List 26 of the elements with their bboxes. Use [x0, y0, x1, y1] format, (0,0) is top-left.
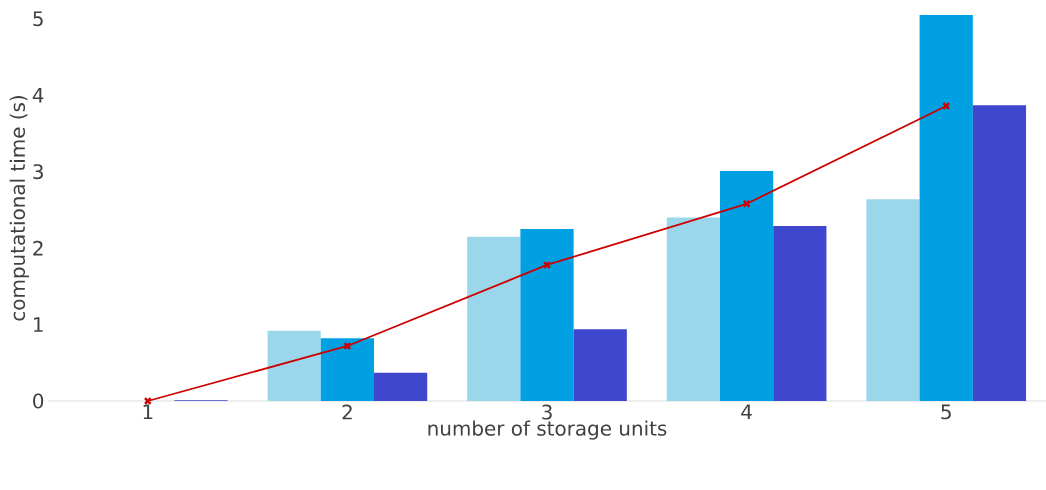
- bar: [972, 105, 1027, 401]
- bar: [267, 330, 321, 401]
- y-tick-label: 3: [33, 164, 43, 180]
- bar: [666, 217, 720, 401]
- x-tick-label: 2: [342, 404, 352, 420]
- x-tick-label: 5: [941, 404, 951, 420]
- bar: [573, 329, 627, 401]
- y-tick-label: 4: [32, 88, 44, 103]
- y-tick-label: 1: [33, 317, 43, 332]
- bar: [866, 199, 920, 401]
- x-tick-label: 1: [143, 404, 153, 420]
- x-axis-title: number of storage units: [428, 420, 667, 440]
- y-tick-label: 5: [33, 11, 43, 27]
- bar: [719, 170, 774, 401]
- y-tick-label: 2: [33, 240, 43, 256]
- x-tick-label: 4: [741, 404, 752, 420]
- bar: [773, 225, 827, 401]
- point: [343, 341, 352, 351]
- bar: [320, 338, 375, 401]
- bar: [374, 372, 428, 401]
- x-tick-label: 3: [542, 404, 552, 420]
- bar: [467, 236, 521, 401]
- y-tick-label: 0: [33, 393, 44, 409]
- bar: [919, 14, 973, 401]
- bar: [520, 229, 574, 401]
- y-axis-title: computational time (s): [9, 96, 29, 321]
